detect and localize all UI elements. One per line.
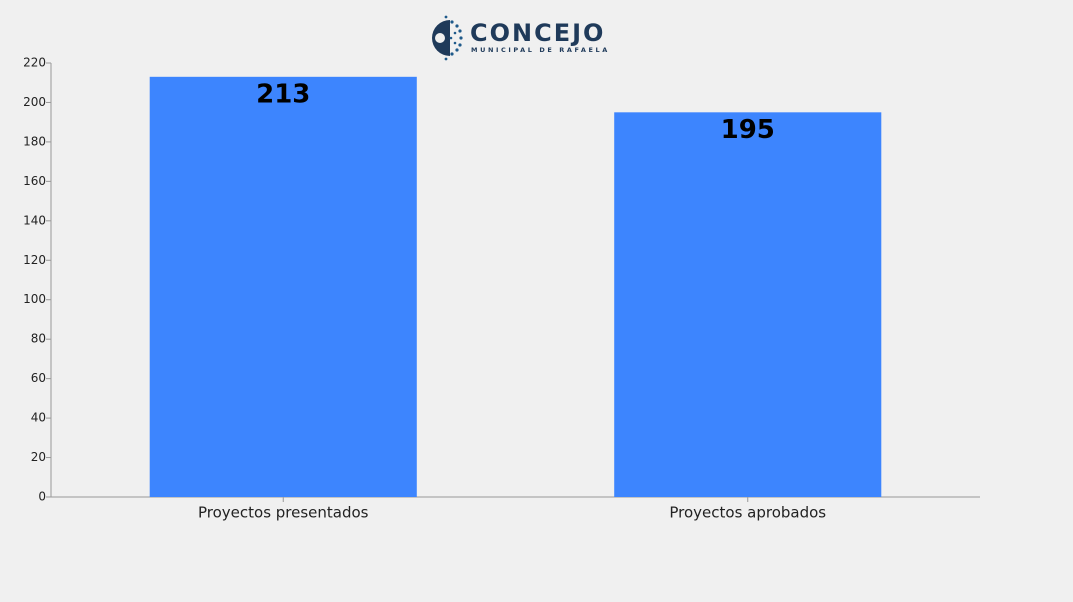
bar (614, 112, 882, 498)
logo-icon (435, 33, 445, 43)
y-tick-label: 20 (31, 450, 46, 464)
y-tick-label: 0 (38, 490, 46, 504)
y-tick-label: 80 (31, 332, 46, 346)
logo-title: CONCEJO (470, 19, 605, 47)
logo: CONCEJO MUNICIPAL DE RAFAELA (432, 15, 610, 61)
y-tick-label: 200 (23, 95, 46, 109)
y-tick-label: 40 (31, 411, 46, 425)
y-tick-label: 160 (23, 174, 46, 188)
x-tick-label: Proyectos aprobados (669, 504, 826, 522)
y-tick-label: 60 (31, 371, 46, 385)
value-label: 213 (256, 79, 310, 109)
logo-subtitle: MUNICIPAL DE RAFAELA (471, 46, 610, 54)
y-tick-label: 140 (23, 213, 46, 227)
value-label: 195 (721, 115, 775, 145)
y-tick-label: 220 (23, 56, 46, 70)
y-tick-label: 180 (23, 134, 46, 148)
bar (149, 76, 417, 498)
y-tick-label: 100 (23, 292, 46, 306)
y-tick-label: 120 (23, 253, 46, 267)
x-tick-label: Proyectos presentados (198, 504, 369, 522)
logo-dots (444, 15, 463, 61)
